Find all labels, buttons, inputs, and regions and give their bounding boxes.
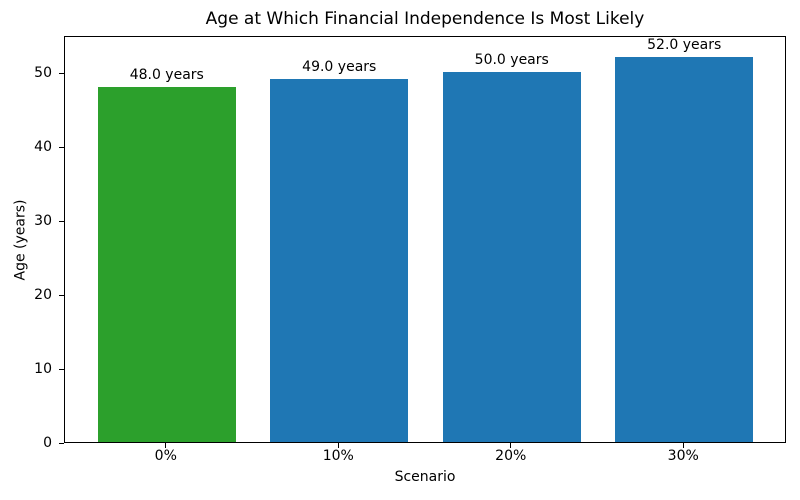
bar-10% bbox=[270, 79, 409, 442]
chart-title: Age at Which Financial Independence Is M… bbox=[205, 9, 645, 29]
y-tick-label: 30 bbox=[34, 213, 52, 229]
x-tick-mark bbox=[510, 443, 512, 448]
x-tick-label: 10% bbox=[322, 448, 354, 464]
bar-30% bbox=[615, 57, 754, 442]
bar-value-label: 50.0 years bbox=[474, 52, 549, 68]
bar-value-label: 49.0 years bbox=[302, 59, 377, 76]
x-tick-label: 0% bbox=[154, 448, 177, 464]
y-tick-mark bbox=[59, 442, 64, 444]
x-tick-mark bbox=[337, 443, 339, 448]
x-tick-label: 20% bbox=[495, 448, 527, 464]
x-axis-label: Scenario bbox=[394, 469, 456, 485]
bar-value-label: 52.0 years bbox=[647, 37, 722, 54]
y-tick-mark bbox=[59, 368, 64, 370]
y-tick-mark bbox=[59, 146, 64, 148]
x-tick-label: 30% bbox=[667, 448, 699, 464]
y-tick-label: 40 bbox=[34, 139, 52, 155]
y-axis-label: Age (years) bbox=[12, 199, 29, 281]
y-tick-mark bbox=[59, 72, 64, 74]
y-tick-label: 0 bbox=[43, 435, 52, 451]
y-tick-mark bbox=[59, 294, 64, 296]
bar-20% bbox=[442, 72, 581, 442]
y-tick-label: 20 bbox=[34, 287, 52, 303]
x-tick-mark bbox=[682, 443, 684, 448]
y-tick-mark bbox=[59, 220, 64, 222]
bar-0% bbox=[97, 86, 236, 442]
plot-area: 48.0 years 49.0 years 50.0 years 52.0 years bbox=[64, 36, 786, 443]
x-tick-mark bbox=[165, 443, 167, 448]
bar-value-label: 48.0 years bbox=[129, 66, 204, 83]
y-tick-label: 50 bbox=[34, 65, 52, 81]
y-tick-label: 10 bbox=[34, 361, 52, 377]
